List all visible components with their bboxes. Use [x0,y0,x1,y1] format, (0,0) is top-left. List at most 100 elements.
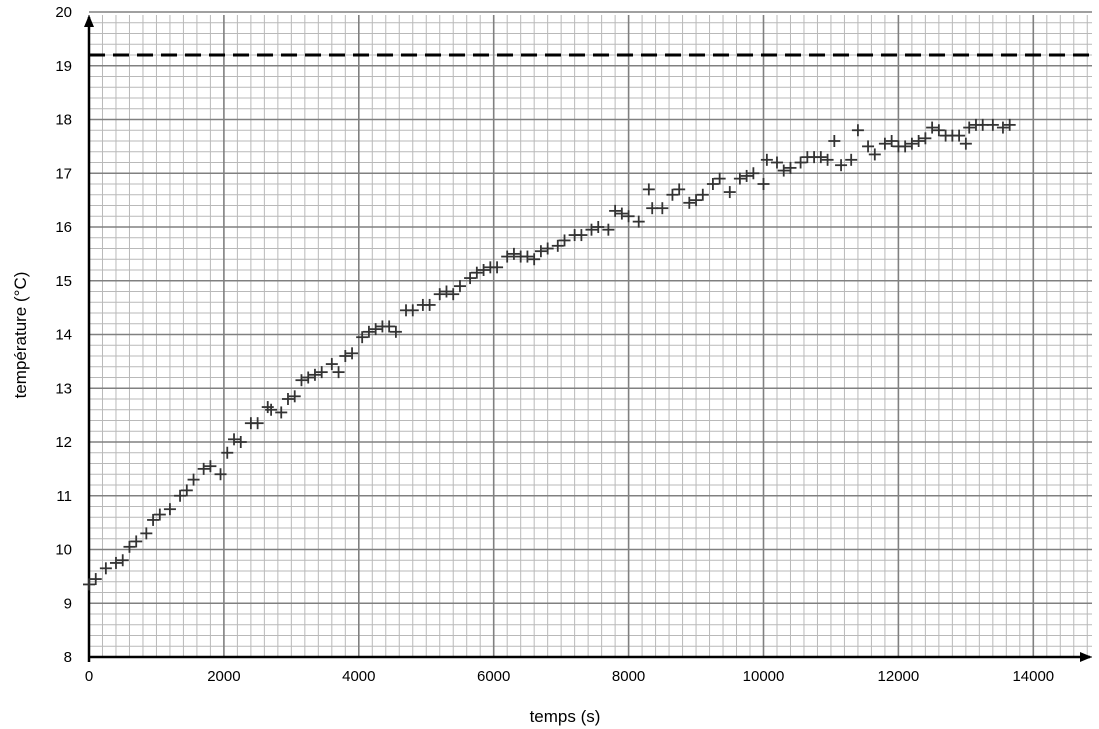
x-tick-label: 4000 [342,668,375,685]
data-point [470,266,483,279]
data-point [163,503,176,516]
data-point [976,118,989,131]
data-point [673,183,686,196]
data-point [383,320,396,333]
x-tick-label: 14000 [1012,668,1054,685]
data-point [642,183,655,196]
data-point [214,468,227,481]
data-point [794,156,807,169]
data-point [221,446,234,459]
data-point [174,489,187,502]
data-point [339,350,352,362]
x-tick-label: 2000 [207,668,240,685]
data-point [868,148,881,161]
data-point [447,288,460,301]
data-point [953,129,966,142]
data-point [491,261,504,274]
data-point [153,508,166,521]
data-point [228,433,241,446]
y-tick-label: 18 [55,112,72,129]
data-point [315,366,328,379]
data-point [406,304,419,317]
data-point [845,153,858,166]
data-point [777,164,790,177]
data-point [265,403,278,416]
x-tick-label: 10000 [743,668,785,685]
y-tick-label: 19 [55,58,72,75]
data-point [433,288,446,301]
data-point [477,264,490,276]
data-point [862,140,875,153]
data-point [204,460,217,473]
data-point [723,186,736,199]
y-tick-label: 13 [55,380,72,397]
y-axis-label: température (°C) [11,272,30,399]
data-point [464,272,477,285]
data-point [706,178,719,190]
data-point [346,347,359,360]
data-point [453,280,466,293]
data-point [666,188,679,201]
data-point [1003,118,1016,131]
y-tick-label: 14 [55,327,72,344]
x-axis-label: temps (s) [530,707,601,726]
data-point [905,137,918,150]
data-point [656,202,669,215]
data-point [821,153,834,166]
data-point [926,121,939,134]
data-point [534,245,547,258]
data-point [959,137,972,150]
x-tick-label: 8000 [612,668,645,685]
data-point [423,298,436,311]
data-point [851,124,864,137]
data-point [740,169,753,182]
data-point [575,229,588,242]
data-point [180,484,193,497]
axes [84,15,1092,662]
x-tick-label: 6000 [477,668,510,685]
data-point [585,223,598,236]
data-point [325,358,338,371]
data-point [733,172,746,185]
data-point [234,436,247,448]
data-point [878,137,891,150]
data-point [369,323,382,336]
x-axis-arrow [1080,652,1092,662]
data-point [814,151,827,164]
data-point [362,325,375,338]
data-point [899,140,912,153]
data-point [932,124,945,137]
data-point [996,121,1009,134]
data-point [288,390,301,403]
x-tick-labels: 0 2000 4000 6000 8000 10000 12000 14000 [85,668,1054,685]
data-point [760,153,773,166]
data-point [332,366,345,379]
x-tick-label: 0 [85,668,93,685]
data-point [609,204,622,217]
data-point [646,202,659,215]
data-point [683,196,696,209]
data-point [356,331,369,344]
y-tick-label: 9 [64,595,72,612]
data-point [302,371,315,384]
data-point [615,207,628,220]
data-point [747,167,760,180]
minor-grid [89,15,1092,657]
y-tick-label: 11 [56,488,72,505]
data-point [123,540,136,553]
data-point [116,554,129,567]
data-point [89,573,102,586]
data-point [275,406,288,419]
data-point [757,178,770,190]
data-point [770,156,783,169]
data-point [83,578,95,591]
data-point [99,562,112,575]
data-point [592,221,605,233]
y-tick-label: 15 [55,273,72,290]
data-point [558,234,571,247]
data-point [295,374,308,387]
data-point [541,242,554,255]
data-point [835,159,848,172]
y-axis-arrow [84,15,94,27]
